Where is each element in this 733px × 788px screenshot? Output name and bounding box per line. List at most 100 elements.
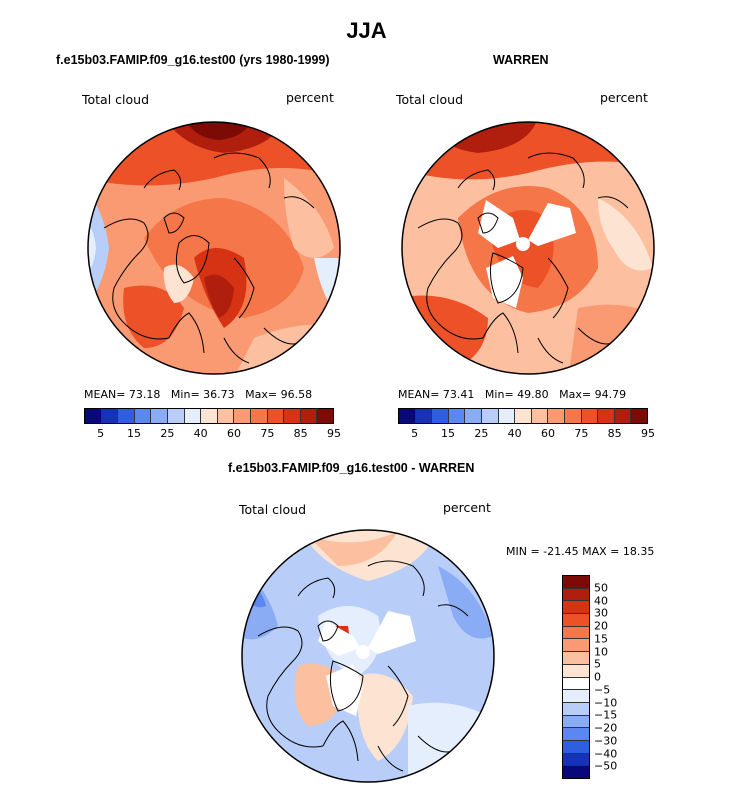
colorbar-swatch [563, 614, 589, 627]
colorbar-tick-label: 40 [193, 427, 208, 440]
colorbar-swatch [598, 409, 615, 423]
colorbar-swatch [563, 740, 589, 754]
colorbar-tick-label: 40 [507, 427, 522, 440]
panel1-colorbar [84, 408, 334, 424]
panel1-polar-map [87, 121, 341, 375]
colorbar-tick-label: −30 [594, 734, 618, 748]
colorbar-swatch [515, 409, 532, 423]
colorbar-swatch [118, 409, 135, 423]
colorbar-tick-label: 60 [541, 427, 555, 440]
panel2-stats: MEAN= 73.41 Min= 49.80 Max= 94.79 [398, 388, 626, 401]
colorbar-tick-label: 20 [594, 619, 608, 633]
colorbar-swatch [563, 652, 589, 665]
colorbar-tick-label: 15 [594, 632, 608, 646]
panel3-polar-map [241, 529, 495, 783]
colorbar-swatch [498, 409, 516, 423]
colorbar-tick-label: 95 [641, 427, 655, 440]
panel1-min-value: 36.73 [203, 388, 235, 401]
figure-title: JJA [346, 18, 387, 43]
panel2-mean-label: MEAN= [398, 388, 440, 401]
colorbar-swatch [563, 728, 589, 741]
colorbar-swatch [85, 409, 102, 423]
colorbar-swatch [217, 409, 235, 423]
panel1-title: f.e15b03.FAMIP.f09_g16.test00 (yrs 1980-… [56, 53, 330, 67]
colorbar-tick-label: 25 [160, 427, 175, 440]
colorbar-swatch [481, 409, 499, 423]
colorbar-swatch [432, 409, 449, 423]
colorbar-tick-label: 95 [327, 427, 341, 440]
colorbar-swatch [415, 409, 433, 423]
panel2-colorbar [398, 408, 648, 424]
panel3-minmax-text: MIN = -21.45 MAX = 18.35 [506, 545, 655, 558]
colorbar-tick-label: −5 [594, 683, 611, 697]
colorbar-tick-label: 60 [227, 427, 241, 440]
colorbar-swatch [184, 409, 202, 423]
colorbar-swatch [465, 409, 482, 423]
colorbar-swatch [563, 702, 589, 716]
panel1-colorbar-ticks: 5 15 25 40 60 75 85 95 [84, 427, 341, 441]
panel3-variable-label: Total cloud [239, 502, 307, 517]
panel1-max-label: Max= [245, 388, 278, 401]
panel1-stats: MEAN= 73.18 Min= 36.73 Max= 96.58 [84, 388, 312, 401]
colorbar-tick-label: 75 [260, 427, 275, 440]
panel3-colorbar-ticks: 50 40 30 20 15 10 5 0 −5 −10 −15 −20 −30 −40 −50 [592, 575, 632, 777]
colorbar-swatch [563, 677, 589, 691]
colorbar-swatch [448, 409, 466, 423]
panel2-colorbar-ticks: 5 15 25 40 60 75 85 95 [398, 427, 655, 441]
colorbar-swatch [234, 409, 251, 423]
colorbar-tick-label: 5 [411, 427, 419, 440]
panel2-title: WARREN [493, 53, 549, 67]
colorbar-swatch [563, 766, 589, 778]
colorbar-tick-label: −20 [594, 721, 618, 735]
colorbar-tick-label: 15 [127, 427, 141, 440]
panel2-max-value: 94.79 [594, 388, 627, 401]
colorbar-swatch [563, 626, 589, 640]
colorbar-swatch [614, 409, 632, 423]
colorbar-swatch [300, 409, 318, 423]
colorbar-swatch [564, 409, 582, 423]
colorbar-tick-label: 40 [594, 594, 608, 607]
colorbar-tick-label: 75 [574, 427, 589, 440]
colorbar-swatch [631, 409, 647, 423]
panel2-polar-map [401, 121, 655, 375]
colorbar-swatch [563, 639, 589, 653]
panel2-max-label: Max= [559, 388, 592, 401]
colorbar-swatch [563, 601, 589, 615]
colorbar-swatch [151, 409, 168, 423]
colorbar-tick-label: −40 [594, 747, 618, 760]
colorbar-tick-label: 30 [594, 606, 608, 620]
colorbar-swatch [399, 409, 416, 423]
panel1-mean-value: 73.18 [128, 388, 161, 401]
colorbar-swatch [581, 409, 599, 423]
colorbar-swatch [563, 576, 589, 589]
colorbar-tick-label: −15 [594, 708, 618, 722]
panel3-colorbar [562, 575, 590, 779]
panel3-units-label: percent [443, 500, 491, 515]
colorbar-swatch [563, 715, 589, 729]
colorbar-tick-label: 10 [594, 645, 608, 658]
colorbar-tick-label: 15 [441, 427, 455, 440]
panel2-units-label: percent [600, 90, 648, 105]
panel3-title: f.e15b03.FAMIP.f09_g16.test00 - WARREN [228, 461, 475, 475]
colorbar-swatch [563, 588, 589, 602]
colorbar-tick-label: 25 [474, 427, 489, 440]
colorbar-swatch [250, 409, 268, 423]
panel1-variable-label: Total cloud [82, 92, 150, 107]
colorbar-swatch [267, 409, 285, 423]
colorbar-swatch [167, 409, 185, 423]
colorbar-tick-label: 5 [594, 657, 601, 671]
colorbar-swatch [563, 753, 589, 767]
panel2-min-value: 49.80 [517, 388, 549, 401]
colorbar-swatch [563, 664, 589, 678]
colorbar-swatch [548, 409, 565, 423]
colorbar-swatch [101, 409, 119, 423]
colorbar-tick-label: 85 [607, 427, 622, 440]
panel1-max-value: 96.58 [280, 388, 313, 401]
colorbar-tick-label: 5 [97, 427, 105, 440]
colorbar-swatch [531, 409, 549, 423]
colorbar-tick-label: −50 [594, 759, 618, 773]
colorbar-swatch [284, 409, 301, 423]
colorbar-swatch [317, 409, 333, 423]
colorbar-tick-label: −10 [594, 696, 618, 709]
panel2-min-label: Min= [484, 388, 514, 401]
